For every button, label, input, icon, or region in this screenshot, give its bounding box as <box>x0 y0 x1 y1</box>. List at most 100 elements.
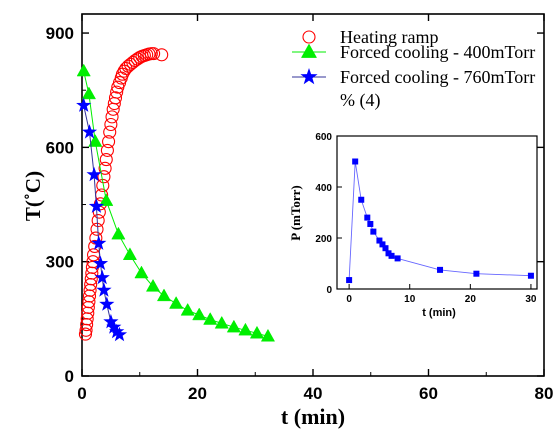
inset-data-point <box>388 252 395 259</box>
legend-marker <box>302 30 316 44</box>
data-point <box>96 282 112 297</box>
inset-plot-frame <box>336 135 538 290</box>
data-point <box>103 125 117 139</box>
legend-extra-label: % (4) <box>340 90 380 111</box>
data-point <box>104 117 118 132</box>
x-tick-label: 20 <box>188 384 207 403</box>
data-point <box>88 198 104 213</box>
main-data <box>76 47 276 342</box>
data-point <box>105 110 119 124</box>
data-point <box>260 328 276 342</box>
data-point <box>111 326 128 342</box>
data-point <box>156 288 172 302</box>
inset-x-axis-title: t (min) <box>422 307 456 319</box>
inset-data-point <box>370 228 377 235</box>
inset-data-point <box>379 241 386 248</box>
inset-y-tick-label: 200 <box>315 234 332 245</box>
series-2 <box>76 97 128 342</box>
data-point <box>109 323 125 339</box>
x-tick-label: 80 <box>535 384 554 403</box>
data-point <box>192 307 207 321</box>
inset-data-point <box>527 272 534 279</box>
data-point <box>87 248 101 262</box>
data-point <box>249 325 265 339</box>
y-tick-label: 600 <box>46 138 74 157</box>
inset-ticks: 0 10 20 30 0 200 400 600 <box>315 132 537 305</box>
data-point <box>102 135 116 149</box>
data-point <box>147 47 161 61</box>
inset-data-point <box>376 237 383 244</box>
data-point <box>76 63 91 77</box>
data-point <box>106 319 122 334</box>
data-point <box>78 327 93 341</box>
inset-data-point <box>352 158 359 165</box>
data-point <box>169 296 184 309</box>
data-point <box>99 193 114 206</box>
main-x-axis-title: t (min) <box>281 404 345 429</box>
data-point <box>99 296 115 311</box>
inset-y-tick-label: 400 <box>315 183 332 194</box>
data-point <box>81 86 97 100</box>
series-0 <box>78 47 169 341</box>
inset-series-line <box>348 161 531 281</box>
data-point <box>100 143 114 157</box>
data-point <box>76 97 92 112</box>
legend-label: Heating ramp <box>340 27 438 47</box>
data-point <box>98 161 112 175</box>
data-point <box>92 255 109 271</box>
main-y-axis-title: T(˚C) <box>21 171 45 221</box>
data-point <box>203 312 218 325</box>
inset-y-axis-title: P (mTorr) <box>288 185 303 240</box>
series-1 <box>76 63 276 342</box>
inset-data-point <box>346 277 353 284</box>
data-point <box>155 48 169 62</box>
y-tick-label: 300 <box>46 253 74 272</box>
inset-data-point <box>394 255 401 262</box>
inset-y-tick-label: 600 <box>315 132 332 143</box>
legend-label: Forced cooling - 400mTorr <box>340 42 535 62</box>
data-point <box>122 247 138 260</box>
data-point <box>103 313 119 329</box>
data-point <box>110 85 124 99</box>
legend-marker <box>300 68 318 85</box>
inset-data <box>346 158 534 284</box>
data-point <box>108 91 123 105</box>
x-tick-label: 60 <box>419 384 438 403</box>
data-point <box>91 235 107 250</box>
x-tick-label: 40 <box>304 384 323 403</box>
legend-label: Forced cooling - 760mTorr <box>340 67 535 87</box>
inset-data-point <box>385 250 392 257</box>
inset-y-tick-label: 0 <box>326 285 332 296</box>
legend-marker <box>300 43 318 58</box>
inset-x-tick-label: 20 <box>465 294 477 305</box>
y-tick-label: 900 <box>46 24 74 43</box>
data-point <box>97 170 111 184</box>
data-point <box>214 315 229 329</box>
data-point <box>86 166 102 182</box>
inset-data-point <box>364 214 371 221</box>
data-point <box>180 302 195 316</box>
inset-x-tick-label: 10 <box>404 294 416 305</box>
inset-x-tick-label: 0 <box>346 294 352 305</box>
inset-series-0 <box>346 158 534 284</box>
y-tick-label: 0 <box>65 367 74 386</box>
data-point <box>134 265 149 279</box>
data-point <box>99 153 113 167</box>
data-point <box>126 55 140 69</box>
data-point <box>123 57 138 71</box>
data-point <box>94 269 110 285</box>
inset-data-point <box>437 266 444 273</box>
inset-data-point <box>382 245 389 252</box>
inset-data-point <box>358 196 365 203</box>
inset-data-point <box>473 270 480 277</box>
data-point <box>111 226 126 240</box>
data-point <box>226 319 241 333</box>
data-point <box>88 134 103 147</box>
data-point <box>81 124 98 139</box>
inset-x-tick-label: 30 <box>525 294 537 305</box>
inset-data-point <box>367 220 374 227</box>
x-tick-label: 0 <box>77 384 86 403</box>
